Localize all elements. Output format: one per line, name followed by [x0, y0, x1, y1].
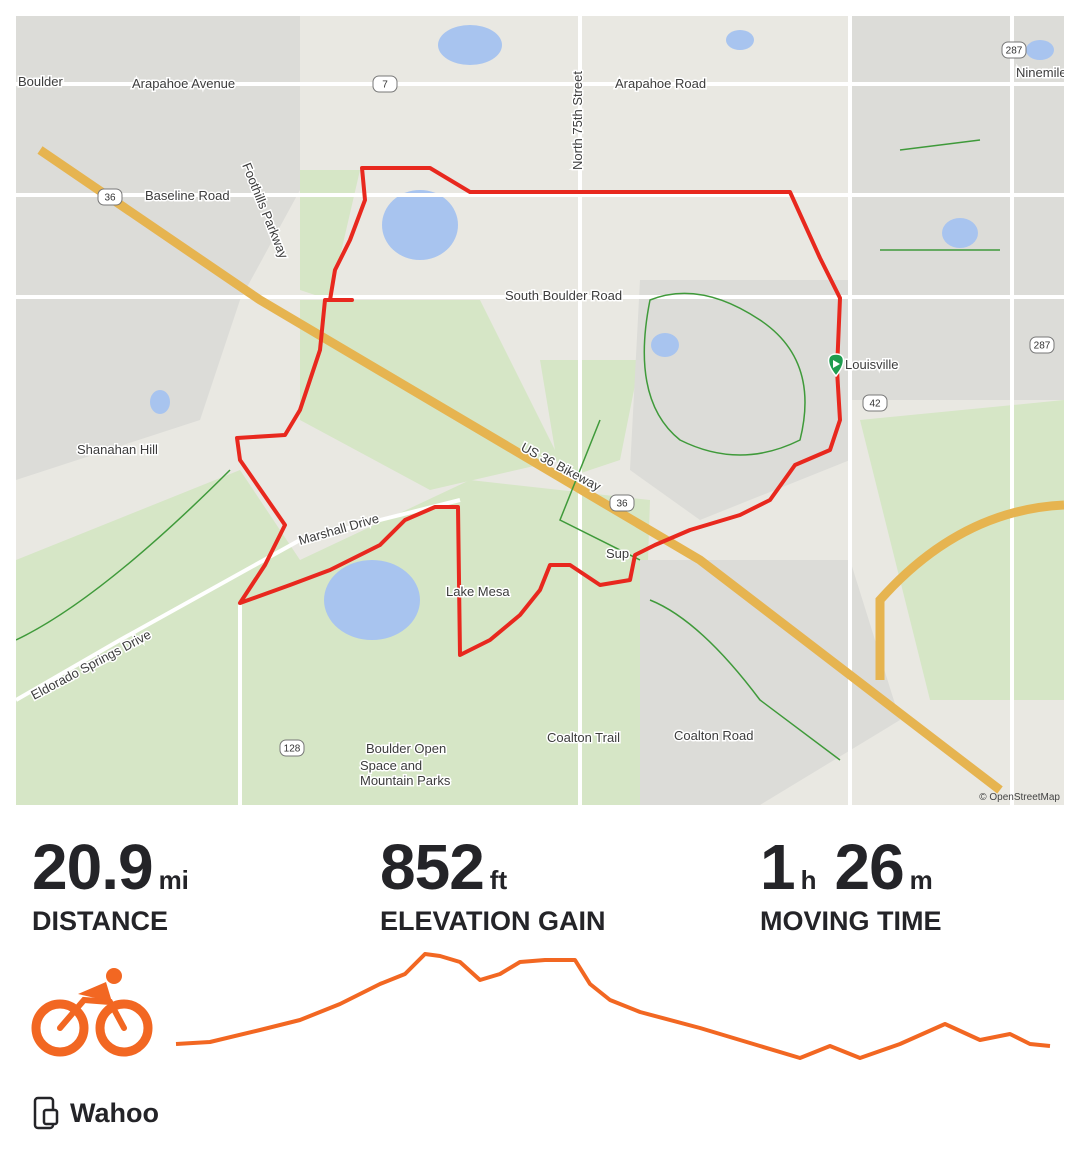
map-label: Arapahoe Avenue — [132, 76, 235, 91]
ride-icon-head — [106, 968, 122, 984]
stat-elevation: 852 ft ELEVATION GAIN — [380, 830, 606, 937]
map-label: Coalton Road — [674, 728, 754, 743]
map-label: Sup — [606, 546, 629, 561]
route-shield-label: 128 — [284, 744, 301, 755]
stat-value: 20.9 — [32, 831, 154, 903]
map-label: South Boulder Road — [505, 288, 622, 303]
stat-label: MOVING TIME — [760, 906, 942, 936]
route-shield-label: 7 — [382, 80, 388, 91]
stat-unit: ft — [489, 865, 508, 895]
attribution: © OpenStreetMap — [979, 792, 1060, 803]
roads — [16, 16, 1064, 805]
route-shield-label: 36 — [616, 499, 628, 510]
map-label: Lake Mesa — [446, 584, 510, 599]
device-icon — [33, 1096, 59, 1130]
route-shield-label: 287 — [1034, 341, 1051, 352]
stat-value: 1 — [760, 831, 796, 903]
route-shield — [1029, 336, 1055, 354]
route-shield-label: 287 — [1006, 46, 1023, 57]
map-label: North 75th Street — [570, 71, 585, 170]
device-row: Wahoo — [32, 1096, 159, 1130]
route-shield-label: 42 — [869, 399, 881, 410]
lakes — [150, 25, 1054, 640]
stat-label: DISTANCE — [32, 906, 169, 936]
route-shield — [1001, 41, 1027, 59]
map-label: Coalton Trail — [547, 730, 620, 745]
map-label: Shanahan Hill — [77, 442, 158, 457]
map-label: Arapahoe Road — [615, 76, 706, 91]
stat-value: 852 — [380, 831, 485, 903]
map-label: Boulder Open — [366, 741, 446, 756]
elevation-profile — [175, 952, 1051, 1060]
map-label: Mountain Parks — [360, 773, 451, 788]
map-label: Baseline Road — [145, 188, 230, 203]
device-name: Wahoo — [70, 1097, 159, 1128]
stat-unit: m — [909, 865, 933, 895]
ride-icon — [31, 996, 153, 1057]
stat-distance: 20.9 mi DISTANCE — [32, 830, 207, 937]
route — [235, 166, 842, 657]
map-label: Boulder — [18, 74, 63, 89]
stat-unit: h — [800, 865, 817, 895]
map-label: Space and — [360, 758, 422, 773]
trails — [16, 139, 1000, 761]
route-map[interactable]: Boulder Arapahoe Avenue Arapahoe Road North… — [16, 16, 1064, 805]
route-shield — [372, 75, 398, 93]
ride-icon-body — [78, 982, 112, 1002]
stat-time: 1 h 26 m MOVING TIME — [760, 830, 951, 937]
start-marker — [827, 353, 845, 378]
highways — [37, 146, 1064, 794]
route-shield — [97, 188, 123, 206]
route-shield — [609, 494, 635, 512]
stat-unit: mi — [158, 865, 189, 895]
route-shield — [279, 739, 305, 757]
route-shield-label: 36 — [104, 193, 116, 204]
map-label: Louisville — [845, 357, 898, 372]
stat-label: ELEVATION GAIN — [380, 906, 606, 936]
stat-value: 26 — [834, 831, 904, 903]
elevation-section — [31, 952, 1051, 1060]
route-shield — [862, 394, 888, 412]
map-label: Ninemile Corner — [1016, 65, 1064, 80]
